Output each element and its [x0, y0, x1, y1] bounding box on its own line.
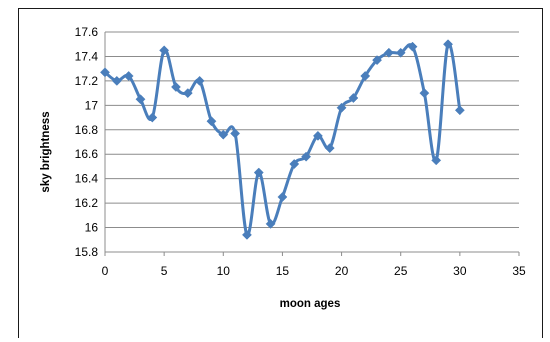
y-tick-label-3: 16.4: [75, 172, 99, 186]
x-tick-label-1: 5: [161, 264, 168, 278]
y-tick-label-9: 17.6: [75, 25, 99, 39]
y-tick-label-0: 15.8: [75, 245, 99, 259]
chart-frame: 15.8 16 16.2 16.4 16.6 16.8 17 17.2 17.4 17.6 0 5 1…: [18, 8, 543, 338]
data-point-12: [241, 229, 252, 240]
data-point-27: [419, 88, 430, 99]
data-point-13: [253, 167, 264, 178]
data-point-5: [159, 45, 170, 56]
x-tick-label-7: 35: [512, 264, 526, 278]
x-tick-label-4: 20: [335, 264, 349, 278]
y-tick-label-2: 16.2: [75, 196, 99, 210]
data-point-9: [206, 116, 217, 127]
data-point-2: [123, 71, 134, 81]
y-tick-label-8: 17.4: [75, 49, 99, 63]
y-tick-label-7: 17.2: [75, 74, 99, 88]
data-point-11: [230, 128, 241, 139]
data-point-17: [301, 151, 312, 162]
data-point-19: [324, 143, 335, 154]
data-point-7: [182, 88, 193, 99]
y-tick-label-5: 16.8: [75, 123, 99, 137]
y-tick-labels: 15.8 16 16.2 16.4 16.6 16.8 17 17.2 17.4 17.6: [75, 25, 99, 259]
series-layer: [100, 39, 465, 240]
y-tick-label-4: 16.6: [75, 147, 99, 161]
data-point-23: [372, 55, 383, 66]
x-tick-labels: 0 5 10 15 20 25 30 35: [102, 264, 526, 278]
y-axis-title: sky brightness: [40, 111, 52, 192]
data-point-26: [407, 41, 418, 52]
data-point-6: [171, 82, 181, 92]
data-point-25: [395, 47, 406, 58]
x-tick-label-2: 10: [217, 264, 231, 278]
data-point-21: [348, 93, 359, 103]
data-point-10: [218, 129, 229, 140]
gridlines: [105, 31, 519, 253]
data-point-8: [194, 75, 205, 86]
x-tick-label-3: 15: [276, 264, 290, 278]
data-point-0: [100, 67, 110, 78]
y-tick-label-6: 17: [85, 98, 99, 112]
data-point-3: [135, 94, 146, 105]
data-point-20: [336, 102, 347, 113]
data-point-16: [289, 159, 300, 169]
data-point-24: [383, 47, 394, 58]
data-point-18: [312, 130, 323, 141]
data-point-22: [360, 71, 371, 81]
data-point-15: [277, 192, 288, 202]
line-chart: 15.8 16 16.2 16.4 16.6 16.8 17 17.2 17.4 17.6 0 5 1…: [40, 25, 526, 310]
x-tick-label-6: 30: [453, 264, 467, 278]
data-point-4: [147, 112, 158, 123]
x-tick-label-5: 25: [394, 264, 408, 278]
series-line-0: [103, 42, 462, 237]
data-point-28: [431, 155, 442, 166]
data-point-14: [265, 218, 276, 229]
data-point-30: [454, 105, 465, 116]
data-point-1: [111, 75, 122, 86]
x-tick-label-0: 0: [102, 264, 109, 278]
data-point-29: [443, 39, 453, 50]
y-tick-label-1: 16: [85, 221, 99, 235]
x-axis-title: moon ages: [280, 298, 341, 310]
